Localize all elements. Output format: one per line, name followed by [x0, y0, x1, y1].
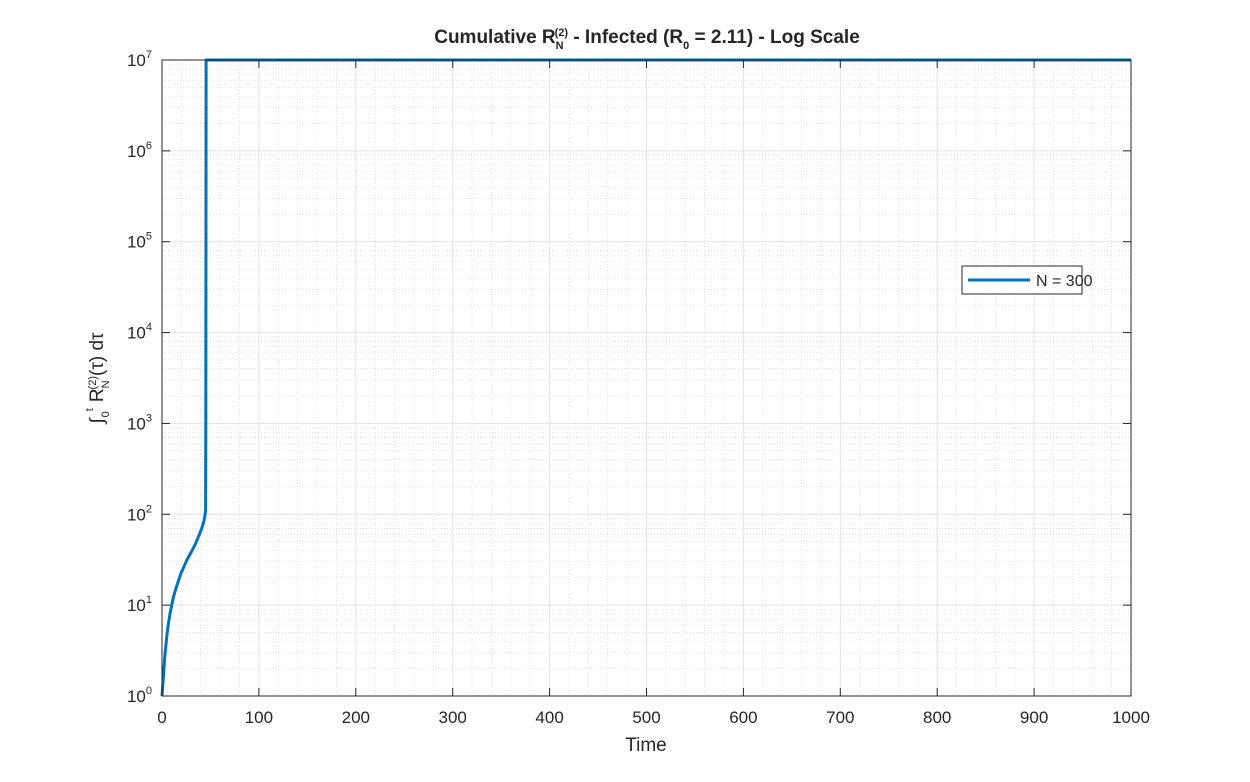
x-tick-label: 500 — [632, 708, 660, 727]
y-tick-label: 104 — [127, 322, 152, 343]
y-tick-label: 107 — [127, 49, 152, 70]
chart-title: Cumulative RN(2) - Infected (R0 = 2.11) … — [434, 27, 860, 52]
legend: N = 300 — [961, 265, 1093, 295]
x-tick-label: 300 — [439, 708, 467, 727]
svg-text:∫0tRN(2)(τ) dτ: ∫0tRN(2)(τ) dτ — [84, 332, 112, 425]
x-tick-label: 0 — [157, 708, 166, 727]
x-tick-label: 200 — [342, 708, 370, 727]
y-tick-label: 105 — [127, 231, 152, 252]
x-tick-label: 1000 — [1112, 708, 1150, 727]
x-tick-label: 400 — [535, 708, 563, 727]
x-tick-label: 900 — [1020, 708, 1048, 727]
y-tick-label: 100 — [127, 685, 152, 706]
y-tick-label: 103 — [127, 412, 152, 433]
legend-label: N = 300 — [1036, 273, 1093, 290]
x-tick-label: 700 — [826, 708, 854, 727]
y-tick-label: 102 — [127, 503, 152, 524]
x-axis: 0 100 200 300 400 500 600 700 800 900 1000 — [157, 60, 1150, 727]
x-axis-label: Time — [625, 735, 667, 756]
x-tick-label: 100 — [245, 708, 273, 727]
y-axis-label: ∫0tRN(2)(τ) dτ — [84, 332, 112, 425]
y-tick-label: 101 — [127, 594, 152, 615]
minor-grid — [162, 60, 1131, 696]
y-tick-label: 106 — [127, 140, 152, 161]
x-tick-label: 800 — [923, 708, 951, 727]
y-axis: 100 101 102 103 104 105 106 107 — [127, 49, 1131, 706]
x-tick-label: 600 — [729, 708, 757, 727]
